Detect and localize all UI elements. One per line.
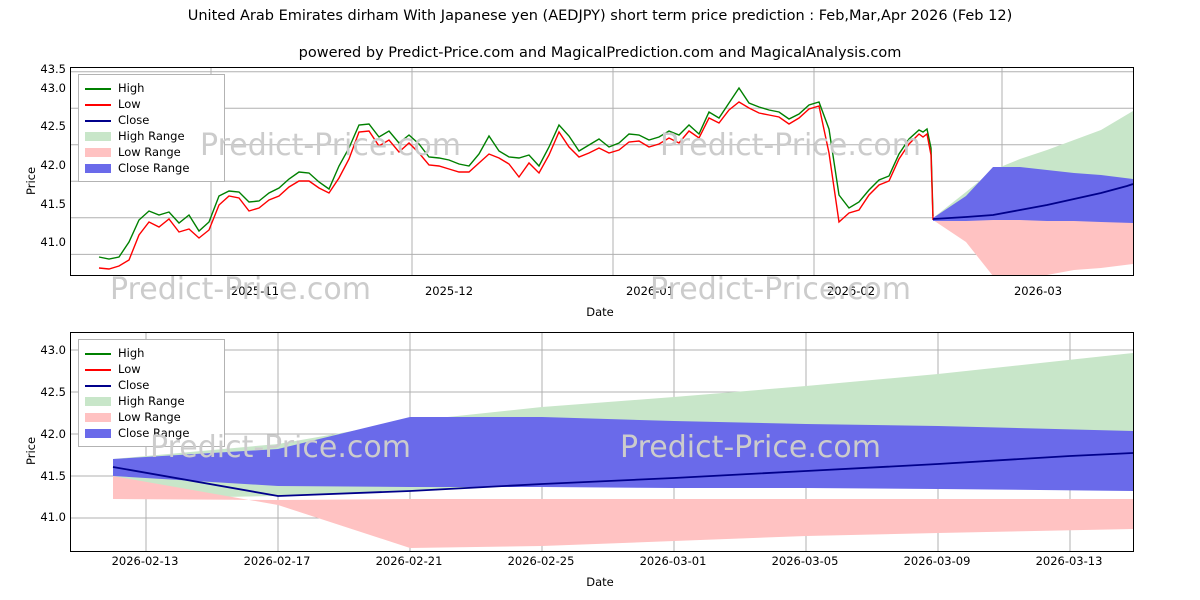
top-close-range-band — [933, 167, 1133, 223]
top-ytick-42.5: 42.5 — [40, 119, 66, 133]
legend-swatch-low-range-icon — [85, 147, 111, 158]
top-ytick-41.5: 41.5 — [40, 197, 66, 211]
bottom-xtick-2026-02-21: 2026-02-21 — [375, 554, 443, 568]
legend-swatch-low-icon — [85, 364, 111, 375]
legend-item-low: Low — [85, 96, 217, 112]
legend-label-close-range: Close Range — [118, 426, 190, 440]
top-xtick-2025-12: 2025-12 — [424, 284, 474, 298]
bottom-ytick-41.5: 41.5 — [40, 469, 66, 483]
bottom-legend: High Low Close High Range Low Range Clos… — [78, 339, 225, 447]
bottom-close-line — [112, 452, 1133, 497]
bottom-ytick-43.0: 43.0 — [40, 343, 66, 357]
bottom-plot-area — [70, 332, 1134, 552]
legend-item-close-bottom: Close — [85, 377, 217, 393]
legend-swatch-low-range-icon — [85, 412, 111, 423]
legend-swatch-high-range-icon — [85, 396, 111, 407]
legend-item-low-range-bottom: Low Range — [85, 409, 217, 425]
top-ytick-41.0: 41.0 — [40, 235, 66, 249]
page-subtitle: powered by Predict-Price.com and Magical… — [298, 45, 902, 61]
top-ytick-42.0: 42.0 — [40, 158, 66, 172]
top-plot-area — [70, 67, 1134, 276]
bottom-ytick-42.0: 42.0 — [40, 427, 66, 441]
legend-swatch-close-range-icon — [85, 428, 111, 439]
legend-label-close: Close — [118, 378, 150, 392]
legend-swatch-high-icon — [85, 83, 111, 94]
bottom-xtick-2026-02-13: 2026-02-13 — [111, 554, 179, 568]
bottom-xtick-2026-02-25: 2026-02-25 — [507, 554, 575, 568]
top-legend: High Low Close High Range Low Range Clos… — [78, 74, 225, 182]
bottom-panel-ylabel: Price — [24, 436, 38, 465]
legend-label-low-range: Low Range — [118, 410, 181, 424]
bottom-xtick-2026-03-05: 2026-03-05 — [771, 554, 839, 568]
legend-item-high-range-bottom: High Range — [85, 393, 217, 409]
legend-item-close-range-bottom: Close Range — [85, 425, 217, 441]
top-close-line — [932, 183, 1133, 220]
bottom-xtick-2026-03-01: 2026-03-01 — [639, 554, 707, 568]
top-xtick-2025-11: 2025-11 — [230, 284, 280, 298]
legend-item-high: High — [85, 80, 217, 96]
top-xtick-2026-02: 2026-02 — [826, 284, 876, 298]
legend-label-low-range: Low Range — [118, 145, 181, 159]
legend-label-high: High — [118, 81, 145, 95]
legend-label-close: Close — [118, 113, 150, 127]
legend-item-low-bottom: Low — [85, 361, 217, 377]
legend-swatch-high-icon — [85, 348, 111, 359]
top-high-line — [98, 86, 934, 260]
legend-swatch-close-range-icon — [85, 163, 111, 174]
legend-label-high-range: High Range — [118, 394, 185, 408]
legend-swatch-close-icon — [85, 380, 111, 391]
top-panel-xlabel: Date — [586, 305, 614, 319]
legend-label-low: Low — [118, 97, 141, 111]
legend-label-high-range: High Range — [118, 129, 185, 143]
bottom-ytick-42.5: 42.5 — [40, 385, 66, 399]
bottom-xtick-2026-03-13: 2026-03-13 — [1035, 554, 1103, 568]
legend-swatch-close-icon — [85, 115, 111, 126]
bottom-ytick-41.0: 41.0 — [40, 510, 66, 524]
legend-item-close: Close — [85, 112, 217, 128]
legend-label-low: Low — [118, 362, 141, 376]
top-plot-svg — [71, 68, 1133, 275]
top-ytick-43.5: 43.5 — [40, 62, 66, 76]
bottom-plot-svg — [71, 333, 1133, 551]
legend-swatch-high-range-icon — [85, 131, 111, 142]
legend-item-close-range: Close Range — [85, 160, 217, 176]
top-xtick-2026-01: 2026-01 — [625, 284, 675, 298]
bottom-panel: Price 41.0 41.5 42.0 42.5 43.0 2026-02-1… — [0, 320, 1200, 600]
bottom-close-range-band — [113, 417, 1133, 491]
bottom-panel-xlabel: Date — [586, 575, 614, 589]
top-xtick-2026-03: 2026-03 — [1013, 284, 1063, 298]
legend-item-high-bottom: High — [85, 345, 217, 361]
legend-label-high: High — [118, 346, 145, 360]
top-low-line — [98, 101, 934, 270]
legend-item-high-range: High Range — [85, 128, 217, 144]
legend-label-close-range: Close Range — [118, 161, 190, 175]
legend-swatch-low-icon — [85, 99, 111, 110]
bottom-xtick-2026-02-17: 2026-02-17 — [243, 554, 311, 568]
bottom-xtick-2026-03-09: 2026-03-09 — [903, 554, 971, 568]
legend-item-low-range: Low Range — [85, 144, 217, 160]
bottom-low-range-band — [113, 476, 1133, 548]
top-panel: Price 41.0 41.5 42.0 42.5 43.0 43.5 2025… — [24, 62, 1134, 319]
top-low-range-band — [933, 219, 1133, 275]
top-ytick-43.0: 43.0 — [40, 81, 66, 95]
page-title: United Arab Emirates dirham With Japanes… — [187, 8, 1013, 24]
